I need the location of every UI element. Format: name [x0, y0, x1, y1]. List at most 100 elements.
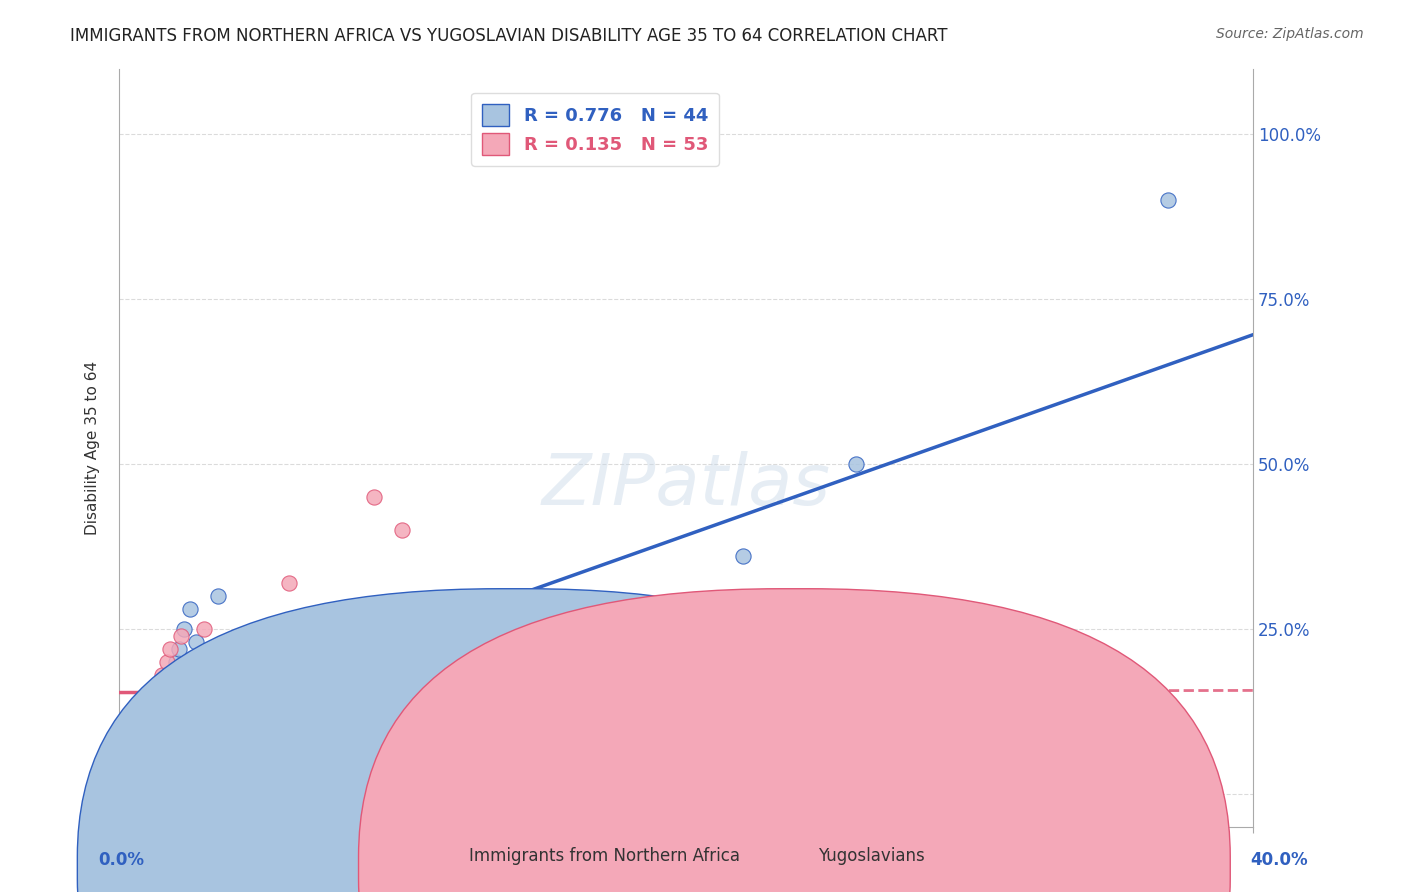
- Point: [589, 662, 612, 676]
- Point: [120, 727, 142, 741]
- Point: [307, 641, 329, 656]
- Point: [179, 602, 201, 616]
- Point: [148, 688, 170, 702]
- Point: [170, 629, 193, 643]
- Point: [153, 681, 176, 696]
- Point: [122, 734, 145, 748]
- Legend: R = 0.776   N = 44, R = 0.135   N = 53: R = 0.776 N = 44, R = 0.135 N = 53: [471, 93, 718, 166]
- Text: Yugoslavians: Yugoslavians: [818, 847, 925, 865]
- Point: [307, 721, 329, 735]
- Point: [449, 662, 471, 676]
- Point: [292, 740, 315, 755]
- Point: [449, 641, 471, 656]
- Point: [619, 694, 641, 708]
- Point: [156, 707, 179, 722]
- Point: [139, 721, 162, 735]
- Point: [131, 740, 153, 755]
- Text: 0.0%: 0.0%: [98, 851, 145, 869]
- Point: [184, 635, 207, 649]
- Point: [278, 694, 301, 708]
- Point: [162, 701, 184, 715]
- Point: [335, 754, 357, 768]
- Text: Source: ZipAtlas.com: Source: ZipAtlas.com: [1216, 27, 1364, 41]
- Point: [391, 635, 413, 649]
- Point: [148, 721, 170, 735]
- Point: [957, 707, 980, 722]
- Point: [145, 707, 167, 722]
- Point: [235, 707, 257, 722]
- Point: [647, 641, 669, 656]
- Point: [731, 549, 754, 564]
- Point: [264, 721, 287, 735]
- Point: [142, 694, 165, 708]
- Point: [153, 714, 176, 729]
- Point: [561, 701, 583, 715]
- Point: [167, 641, 190, 656]
- Point: [173, 622, 195, 636]
- Point: [159, 688, 181, 702]
- Point: [675, 681, 697, 696]
- Point: [193, 681, 215, 696]
- Text: IMMIGRANTS FROM NORTHERN AFRICA VS YUGOSLAVIAN DISABILITY AGE 35 TO 64 CORRELATI: IMMIGRANTS FROM NORTHERN AFRICA VS YUGOS…: [70, 27, 948, 45]
- Point: [159, 641, 181, 656]
- Point: [321, 694, 343, 708]
- Point: [165, 655, 187, 669]
- Point: [505, 721, 527, 735]
- Point: [198, 688, 221, 702]
- Point: [561, 655, 583, 669]
- Y-axis label: Disability Age 35 to 64: Disability Age 35 to 64: [86, 360, 100, 534]
- Point: [142, 714, 165, 729]
- Point: [419, 694, 441, 708]
- Point: [619, 641, 641, 656]
- Point: [156, 655, 179, 669]
- Point: [363, 681, 385, 696]
- Point: [278, 575, 301, 590]
- Point: [249, 740, 271, 755]
- Point: [187, 694, 209, 708]
- Point: [114, 740, 136, 755]
- Text: 40.0%: 40.0%: [1250, 851, 1308, 869]
- Point: [292, 622, 315, 636]
- Text: Immigrants from Northern Africa: Immigrants from Northern Africa: [470, 847, 740, 865]
- Point: [162, 674, 184, 689]
- Point: [136, 734, 159, 748]
- Point: [179, 655, 201, 669]
- Point: [249, 681, 271, 696]
- Point: [235, 754, 257, 768]
- Text: ZIPatlas: ZIPatlas: [541, 451, 831, 520]
- Point: [1043, 694, 1066, 708]
- Point: [1128, 707, 1150, 722]
- Point: [817, 707, 839, 722]
- Point: [125, 734, 148, 748]
- Point: [533, 641, 555, 656]
- Point: [731, 707, 754, 722]
- Point: [198, 688, 221, 702]
- Point: [128, 721, 150, 735]
- Point: [221, 721, 243, 735]
- Point: [128, 734, 150, 748]
- Point: [117, 734, 139, 748]
- Point: [120, 721, 142, 735]
- Point: [264, 641, 287, 656]
- Point: [207, 668, 229, 682]
- Point: [901, 734, 924, 748]
- Point: [111, 740, 134, 755]
- Point: [477, 694, 499, 708]
- Point: [131, 721, 153, 735]
- Point: [150, 727, 173, 741]
- Point: [114, 734, 136, 748]
- Point: [1157, 194, 1180, 208]
- Point: [139, 707, 162, 722]
- Point: [193, 622, 215, 636]
- Point: [125, 727, 148, 741]
- Point: [391, 523, 413, 537]
- Point: [221, 694, 243, 708]
- Point: [505, 688, 527, 702]
- Point: [207, 589, 229, 603]
- Point: [165, 662, 187, 676]
- Point: [845, 457, 868, 471]
- Point: [335, 727, 357, 741]
- Point: [134, 727, 156, 741]
- Point: [117, 727, 139, 741]
- Point: [136, 727, 159, 741]
